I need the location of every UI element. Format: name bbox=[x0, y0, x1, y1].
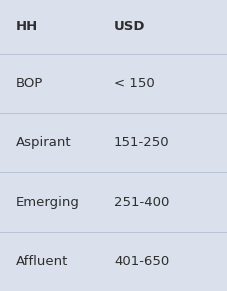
Text: BOP: BOP bbox=[16, 77, 43, 90]
Text: Affluent: Affluent bbox=[16, 255, 68, 268]
FancyBboxPatch shape bbox=[0, 232, 227, 291]
Text: 151-250: 151-250 bbox=[114, 136, 169, 149]
FancyBboxPatch shape bbox=[0, 0, 227, 54]
Text: < 150: < 150 bbox=[114, 77, 154, 90]
Text: 251-400: 251-400 bbox=[114, 196, 169, 209]
Text: USD: USD bbox=[114, 20, 145, 33]
Text: Emerging: Emerging bbox=[16, 196, 79, 209]
Text: 401-650: 401-650 bbox=[114, 255, 168, 268]
FancyBboxPatch shape bbox=[0, 113, 227, 172]
FancyBboxPatch shape bbox=[0, 172, 227, 232]
Text: HH: HH bbox=[16, 20, 38, 33]
Text: Aspirant: Aspirant bbox=[16, 136, 71, 149]
FancyBboxPatch shape bbox=[0, 54, 227, 113]
